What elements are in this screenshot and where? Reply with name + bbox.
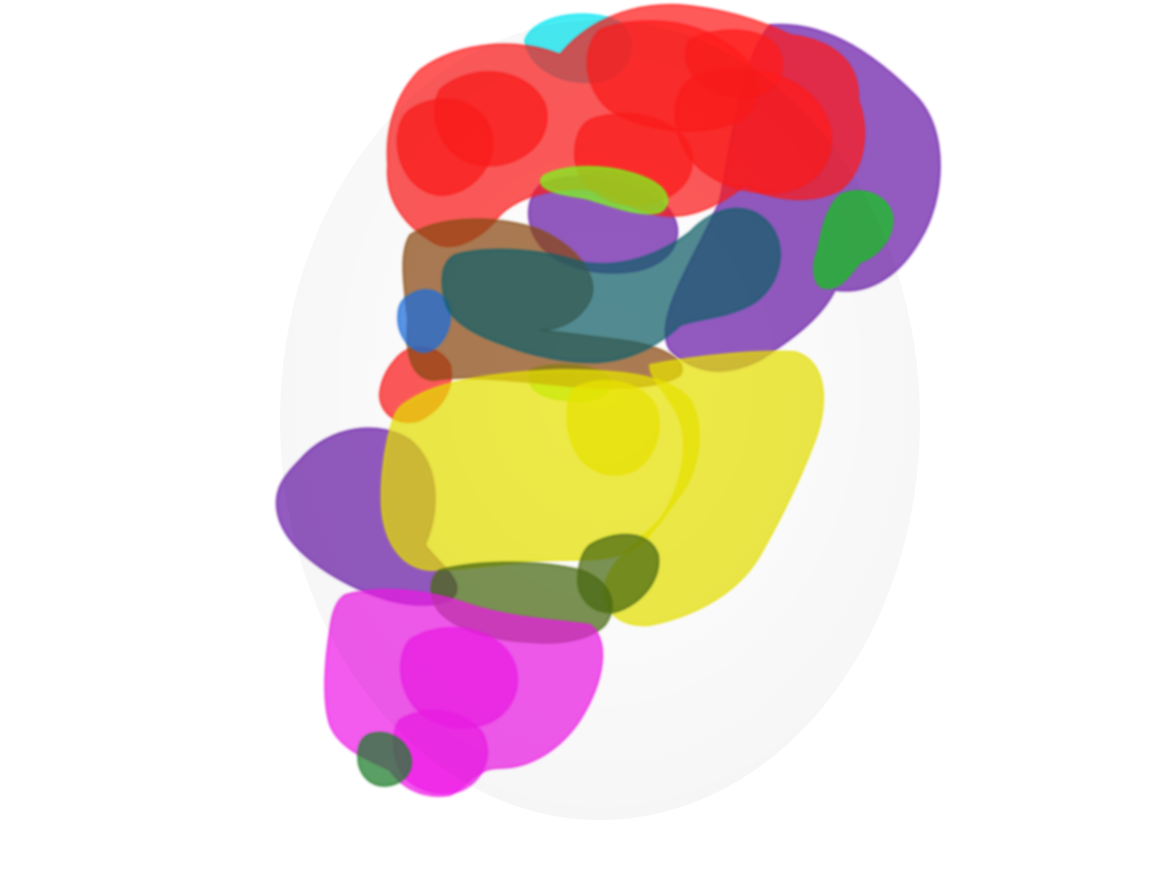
dark-green-region [357,732,412,787]
shading-overlay [280,20,920,820]
